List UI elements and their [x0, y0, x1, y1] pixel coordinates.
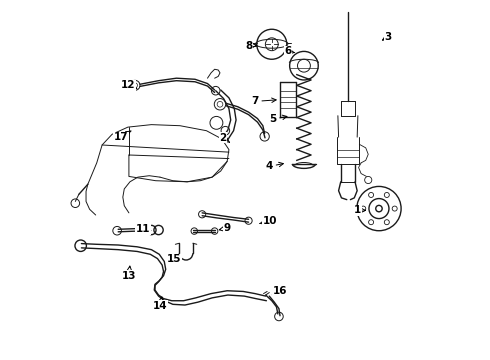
Text: 5: 5 [269, 114, 287, 124]
Text: 17: 17 [113, 131, 131, 142]
Text: 10: 10 [260, 216, 277, 226]
Text: 7: 7 [251, 96, 276, 107]
Text: 15: 15 [167, 254, 181, 264]
Text: 4: 4 [266, 161, 283, 171]
Text: 3: 3 [382, 32, 392, 42]
Text: 16: 16 [272, 287, 287, 296]
Text: 9: 9 [219, 223, 231, 233]
Text: 13: 13 [122, 266, 136, 281]
Text: 1: 1 [354, 205, 366, 215]
Text: 2: 2 [219, 133, 229, 143]
Text: 8: 8 [245, 41, 256, 51]
Text: 12: 12 [121, 80, 137, 90]
Text: 14: 14 [153, 297, 167, 311]
Text: 6: 6 [284, 46, 295, 57]
Text: 11: 11 [136, 224, 151, 234]
